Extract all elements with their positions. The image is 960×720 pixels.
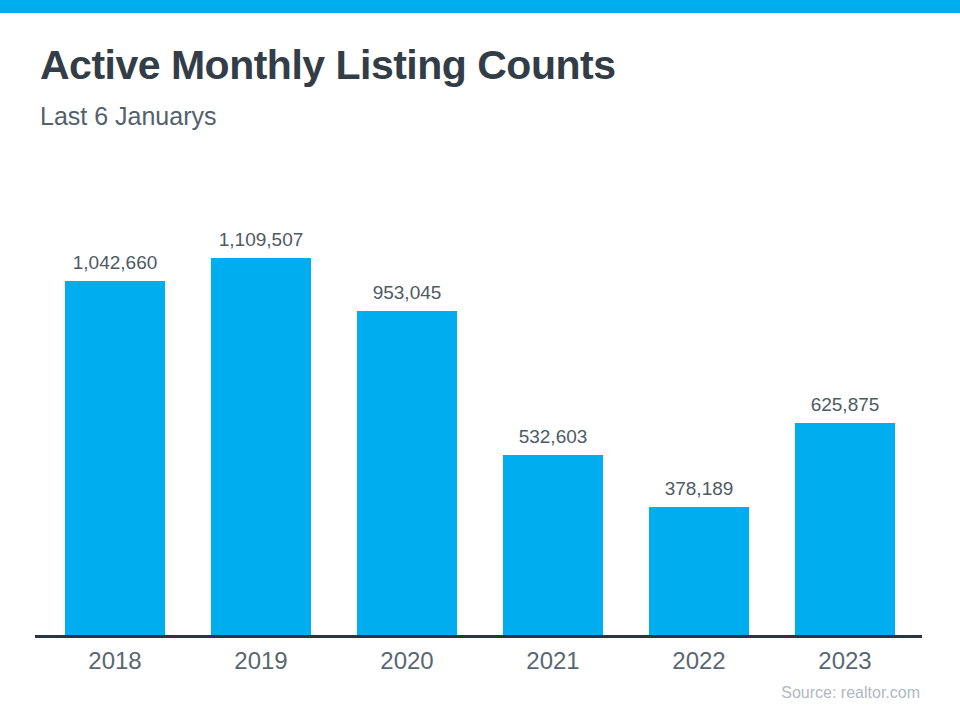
bar-column: 378,189 [649,478,749,636]
bar-column: 625,875 [795,394,895,636]
bar [795,423,895,636]
bar-column: 1,109,507 [211,229,311,636]
x-tick-label: 2023 [795,647,895,675]
x-tick-label: 2022 [649,647,749,675]
x-axis-line [35,635,922,638]
x-tick-label: 2019 [211,647,311,675]
bar-value-label: 532,603 [519,426,588,448]
bar-value-label: 1,109,507 [219,229,304,251]
bar [649,507,749,636]
bar-column: 1,042,660 [65,252,165,636]
bar-value-label: 1,042,660 [73,252,158,274]
x-axis-labels: 2018 2019 2020 2021 2022 2023 [40,647,920,675]
x-tick-label: 2018 [65,647,165,675]
source-credit: Source: realtor.com [781,684,920,702]
bar-value-label: 625,875 [811,394,880,416]
bar-value-label: 378,189 [665,478,734,500]
bar [65,281,165,636]
x-tick-label: 2020 [357,647,457,675]
bar-value-label: 953,045 [373,282,442,304]
bar [357,311,457,636]
x-tick-label: 2021 [503,647,603,675]
bar-column: 532,603 [503,426,603,636]
bar [503,455,603,636]
bar [211,258,311,636]
bar-series: 1,042,660 1,109,507 953,045 532,603 378,189 6… [40,0,920,636]
slide: Active Monthly Listing Counts Last 6 Jan… [0,0,960,720]
bar-column: 953,045 [357,282,457,636]
